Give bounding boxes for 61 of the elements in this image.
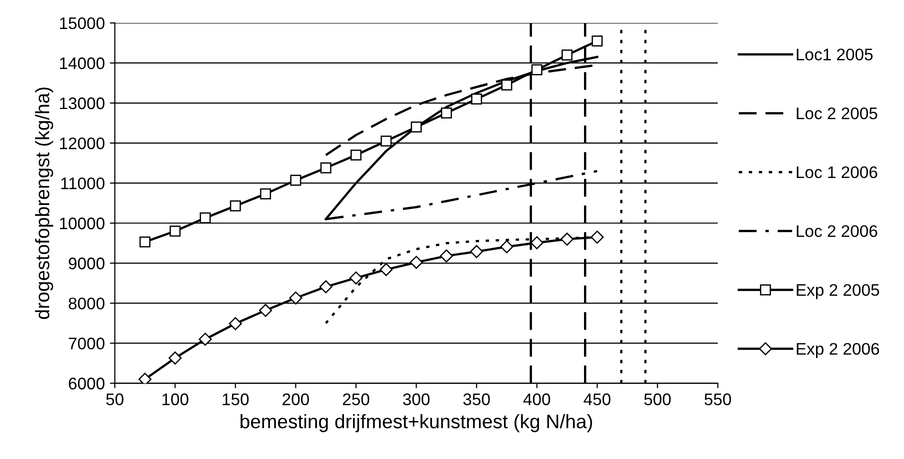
legend-label: Loc 2 2006 bbox=[796, 225, 878, 238]
legend-label: Exp 2 2005 bbox=[796, 284, 880, 300]
point bbox=[259, 304, 272, 317]
point bbox=[590, 230, 604, 244]
point bbox=[592, 35, 603, 46]
y-tick-label: 15000 bbox=[60, 17, 104, 30]
point bbox=[350, 150, 362, 161]
x-tick-label: 400 bbox=[523, 393, 550, 406]
legend-label: Loc 1 2006 bbox=[796, 166, 878, 178]
x-tick-label: 150 bbox=[222, 393, 249, 406]
point bbox=[440, 108, 452, 119]
y-tick-label: 14000 bbox=[60, 57, 104, 70]
point bbox=[531, 64, 542, 76]
x-tick-label: 550 bbox=[704, 393, 732, 406]
x-tick-label: 100 bbox=[162, 393, 188, 406]
y-tick-label: 7000 bbox=[68, 338, 104, 350]
x-tick-label: 50 bbox=[106, 393, 124, 406]
point bbox=[410, 122, 422, 133]
y-tick-label: 10000 bbox=[60, 218, 104, 230]
x-tick-label: 250 bbox=[342, 393, 370, 406]
point bbox=[260, 188, 272, 200]
y-tick-label: 13000 bbox=[60, 97, 104, 110]
legend-label: Exp 2 2006 bbox=[796, 342, 880, 358]
point bbox=[380, 136, 392, 147]
point bbox=[170, 226, 181, 237]
y-tick-label: 8000 bbox=[68, 298, 104, 310]
point bbox=[501, 80, 512, 90]
point bbox=[228, 317, 242, 330]
point bbox=[139, 236, 150, 248]
x-tick-label: 300 bbox=[403, 393, 430, 406]
point bbox=[470, 245, 484, 258]
legend-label: Loc 2 2005 bbox=[796, 107, 878, 120]
point bbox=[380, 263, 393, 276]
point bbox=[440, 249, 453, 262]
point bbox=[562, 49, 573, 60]
point bbox=[410, 256, 423, 269]
y-tick-label: 11000 bbox=[61, 177, 104, 190]
y-tick-label: 12000 bbox=[60, 137, 104, 150]
point bbox=[349, 271, 363, 284]
x-tick-label: 500 bbox=[644, 393, 671, 406]
point bbox=[560, 232, 574, 246]
point bbox=[290, 174, 302, 186]
legend-label: Loc1 2005 bbox=[796, 48, 873, 60]
x-axis-title: bemesting drijfmest+kunstmest (kg N/ha) bbox=[240, 414, 592, 432]
point bbox=[320, 162, 332, 174]
x-tick-label: 350 bbox=[463, 393, 490, 406]
y-tick-label: 9000 bbox=[68, 258, 104, 270]
point bbox=[200, 212, 211, 224]
point bbox=[530, 236, 544, 250]
x-tick-label: 200 bbox=[282, 393, 309, 406]
point bbox=[289, 291, 302, 305]
y-tick-label: 6000 bbox=[68, 378, 104, 390]
y-axis-title: drogestofopbrengst (kg/ha) bbox=[35, 88, 54, 320]
point bbox=[471, 94, 482, 105]
point bbox=[168, 352, 182, 365]
point bbox=[500, 240, 514, 254]
x-tick-label: 450 bbox=[584, 393, 610, 406]
point bbox=[138, 372, 152, 384]
point bbox=[230, 200, 241, 212]
point bbox=[319, 280, 332, 294]
point bbox=[198, 332, 212, 346]
